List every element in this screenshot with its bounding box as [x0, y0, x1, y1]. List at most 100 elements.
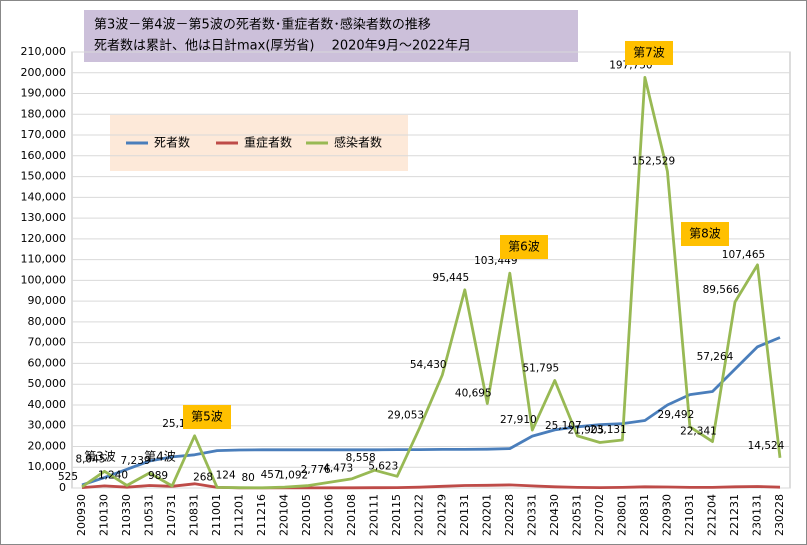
data-label: 5,623 — [368, 460, 398, 472]
y-tick-label: 150,000 — [21, 170, 67, 183]
x-tick-label: 230228 — [773, 494, 786, 536]
legend-label: 重症者数 — [244, 135, 292, 150]
data-label: 1,092 — [278, 470, 308, 482]
data-label: 95,445 — [432, 272, 469, 284]
data-label: 27,910 — [500, 414, 537, 426]
x-tick-label: 210531 — [143, 494, 156, 536]
y-tick-label: 210,000 — [21, 45, 67, 58]
x-tick-label: 220201 — [480, 494, 493, 536]
data-label: 989 — [148, 470, 168, 482]
legend-label: 感染者数 — [334, 135, 382, 150]
y-tick-label: 100,000 — [21, 273, 67, 286]
y-tick-label: 130,000 — [21, 211, 67, 224]
chart-title: 第3波－第4波－第5波の死者数･重症者数･感染者数の推移 — [94, 17, 431, 33]
data-label: 22,341 — [680, 426, 717, 438]
annotation-box — [183, 405, 231, 429]
data-label: 4,473 — [323, 463, 353, 475]
y-tick-label: 140,000 — [21, 190, 67, 203]
x-tick-label: 230131 — [750, 494, 763, 536]
x-tick-label: 221204 — [705, 494, 718, 536]
x-tick-label: 220801 — [615, 494, 628, 536]
x-tick-label: 220115 — [390, 494, 403, 536]
annotation: 第3波 — [84, 450, 116, 464]
x-tick-label: 220831 — [638, 494, 651, 536]
x-tick-label: 220131 — [458, 494, 471, 536]
x-tick-label: 210831 — [188, 494, 201, 536]
x-tick-label: 210731 — [165, 494, 178, 536]
series-line — [81, 336, 781, 487]
x-tick-label: 220104 — [278, 494, 291, 536]
x-tick-label: 211201 — [233, 494, 246, 536]
data-label: 51,795 — [522, 362, 559, 374]
data-label: 40,695 — [455, 388, 492, 400]
y-tick-label: 160,000 — [21, 149, 67, 162]
annotation: 第6波 — [508, 240, 540, 254]
y-tick-label: 80,000 — [28, 315, 67, 328]
data-label: 54,430 — [410, 359, 447, 371]
x-tick-label: 200930 — [75, 494, 88, 536]
data-label: 57,264 — [697, 351, 734, 363]
y-tick-label: 60,000 — [28, 356, 67, 369]
x-tick-label: 210130 — [98, 494, 111, 536]
x-tick-label: 220702 — [593, 494, 606, 536]
data-label: 14,524 — [748, 440, 785, 452]
annotation-box — [500, 235, 548, 259]
data-label: 457 — [261, 469, 281, 481]
y-tick-label: 120,000 — [21, 232, 67, 245]
annotation-box — [625, 41, 673, 65]
legend-box — [110, 115, 408, 171]
data-label: 89,566 — [703, 284, 740, 296]
title-box — [84, 10, 578, 62]
data-label: 8,045 — [75, 453, 105, 465]
x-tick-label: 211216 — [255, 494, 268, 536]
annotation: 第7波 — [633, 46, 665, 60]
data-label: 152,529 — [632, 155, 675, 167]
y-tick-label: 170,000 — [21, 128, 67, 141]
legend-label: 死者数 — [154, 135, 190, 150]
annotation: 第5波 — [191, 410, 223, 424]
data-label: 268 — [193, 471, 213, 483]
x-tick-label: 220111 — [368, 494, 381, 536]
data-label: 7,239 — [121, 455, 151, 467]
y-tick-label: 40,000 — [28, 398, 67, 411]
x-tick-label: 211001 — [210, 494, 223, 536]
x-tick-label: 220106 — [323, 494, 336, 536]
chart-subtitle: 死者数は累計、他は日計max(厚労省) 2020年9月～2022年月 — [94, 38, 471, 54]
data-label: 1,240 — [98, 469, 128, 481]
x-tick-label: 210330 — [120, 494, 133, 536]
data-label: 25,107 — [545, 420, 582, 432]
x-tick-label: 221031 — [683, 494, 696, 536]
x-tick-label: 220331 — [525, 494, 538, 536]
data-label: 124 — [216, 470, 236, 482]
x-tick-label: 220430 — [548, 494, 561, 536]
data-label: 23,131 — [590, 424, 627, 436]
series-line — [81, 76, 782, 490]
data-label: 29,492 — [658, 409, 695, 421]
x-tick-label: 220105 — [300, 494, 313, 536]
y-tick-label: 20,000 — [28, 439, 67, 452]
data-label: 21,905 — [567, 425, 604, 437]
data-label: 525 — [58, 471, 78, 483]
data-label: 2,776 — [301, 464, 331, 476]
y-tick-label: 30,000 — [28, 419, 67, 432]
y-tick-label: 90,000 — [28, 294, 67, 307]
y-tick-label: 110,000 — [21, 253, 67, 266]
x-tick-label: 220228 — [503, 494, 516, 536]
data-label: 80 — [241, 472, 254, 484]
y-tick-label: 70,000 — [28, 336, 67, 349]
y-tick-label: 10,000 — [28, 460, 67, 473]
data-label: 29,053 — [387, 410, 424, 422]
y-tick-label: 180,000 — [21, 107, 67, 120]
annotation: 第8波 — [689, 227, 721, 241]
x-tick-label: 220122 — [413, 494, 426, 536]
data-label: 107,465 — [722, 249, 765, 261]
x-tick-label: 220930 — [660, 494, 673, 536]
series-line — [81, 482, 781, 490]
x-tick-label: 221231 — [728, 494, 741, 536]
annotation: 第4波 — [144, 450, 176, 464]
x-tick-label: 220108 — [345, 494, 358, 536]
y-tick-label: 190,000 — [21, 87, 67, 100]
y-tick-label: 200,000 — [21, 66, 67, 79]
